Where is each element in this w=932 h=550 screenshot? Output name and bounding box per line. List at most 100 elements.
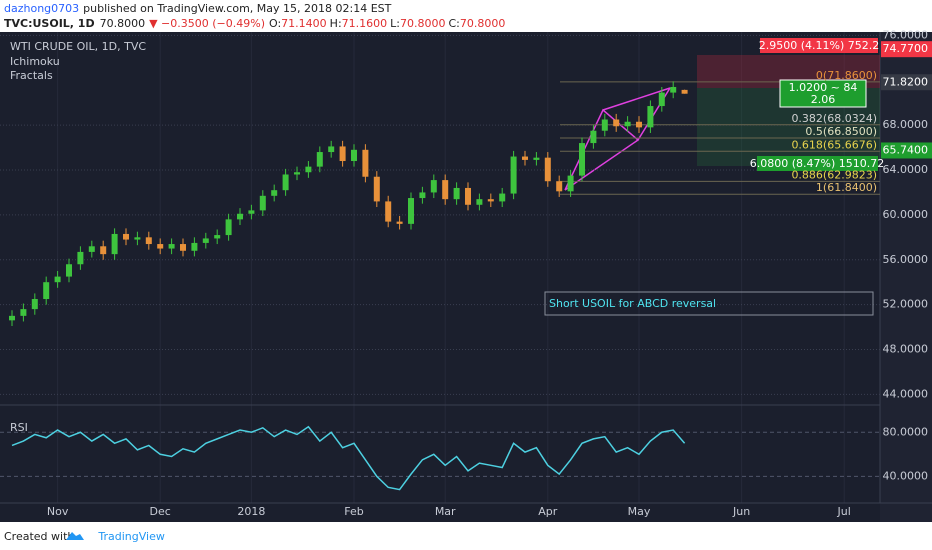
fib-label: 0.5(66.8500): [805, 125, 877, 138]
published: published on TradingView.com, May 15, 20…: [83, 2, 391, 15]
candle-body: [305, 166, 312, 173]
header-bar: [0, 0, 932, 32]
rsi-tick-label: 40.0000: [883, 469, 929, 482]
indicator: Fractals: [10, 69, 53, 82]
rsi-tick-label: 80.0000: [883, 425, 929, 438]
x-tick-label: Nov: [47, 505, 69, 518]
ohlc-c: C:: [449, 17, 460, 30]
y-tick-label: 56.0000: [883, 253, 929, 266]
x-tick-label: Jul: [837, 505, 851, 518]
target-box: [757, 156, 878, 171]
y-tick-label: 52.0000: [883, 298, 929, 311]
price: 70.8000: [100, 17, 146, 30]
x-tick-label: May: [628, 505, 651, 518]
candle-body: [658, 92, 665, 107]
candle-body: [647, 106, 654, 128]
x-tick-label: Jun: [732, 505, 750, 518]
candle-body: [316, 152, 323, 167]
candle-body: [248, 210, 255, 214]
candle-body: [191, 242, 198, 251]
ohlc-l-value: 70.8000: [400, 17, 446, 30]
candle-body: [590, 130, 597, 144]
price-marker-label: 71.8200: [883, 75, 929, 88]
indicator: Ichimoku: [10, 55, 60, 68]
brand[interactable]: TradingView: [97, 530, 164, 543]
candle-body: [134, 237, 141, 240]
candle-body: [670, 86, 677, 93]
price-marker: [881, 74, 932, 91]
price-marker-label: 65.7400: [883, 143, 929, 156]
abcd-line: [602, 87, 671, 111]
candle-body: [31, 299, 38, 310]
y-tick-label: 60.0000: [883, 208, 929, 221]
candle-body: [66, 264, 72, 277]
candle-body: [259, 195, 266, 211]
candle-body: [533, 157, 540, 160]
candle-body: [282, 174, 289, 191]
rsi-title: RSI: [10, 421, 28, 434]
candle-body: [100, 246, 107, 255]
candle-body: [487, 199, 494, 202]
candle-body: [601, 119, 608, 131]
candle-body: [202, 238, 209, 243]
header-line-2: TVC:USOIL, 1D 70.8000 ▼ −0.3500 (−0.49%) O:…: [4, 17, 505, 30]
candle-body: [396, 221, 403, 224]
candle-body: [88, 246, 95, 252]
y-tick-label: 68.0000: [883, 118, 929, 131]
y-tick-label: 48.0000: [883, 343, 929, 356]
fib-label: 0(71.8600): [816, 69, 877, 82]
fib-label: 0.382(68.0324): [791, 112, 877, 125]
fib-label: 0.618(65.6676): [791, 138, 877, 151]
brand-logo: [66, 532, 84, 540]
candle-body: [579, 143, 585, 176]
x-tick-label: Feb: [344, 505, 363, 518]
candle-body: [522, 156, 528, 160]
annotation: Short USOIL for ABCD reversal: [549, 297, 716, 310]
footer-text: Created with TradingView: [4, 530, 165, 543]
candle-body: [77, 251, 84, 265]
candle-body: [351, 149, 357, 162]
candle-body: [180, 244, 186, 251]
candle-body: [111, 233, 118, 255]
candle-body: [123, 233, 129, 240]
ohlc-l: L:: [390, 17, 400, 30]
candle-body: [408, 198, 414, 224]
candle-body: [465, 187, 471, 205]
author[interactable]: dazhong0703: [4, 2, 79, 15]
footer-bar: [0, 522, 932, 550]
y-tick-label: 76.0000: [883, 28, 929, 41]
annotation-box: [544, 291, 874, 316]
candle-body: [54, 276, 61, 283]
fib-label: 1(61.8400): [816, 181, 877, 194]
ratio-label: 1.0200 ~ 84: [789, 81, 858, 94]
candle-body: [442, 180, 449, 200]
x-tick-label: Apr: [538, 505, 558, 518]
candle-body: [271, 190, 278, 196]
stop-box: [760, 38, 878, 53]
ratio-box: [779, 79, 867, 108]
candle-body: [681, 89, 688, 94]
candle-body: [294, 172, 300, 175]
header-line-1: dazhong0703 published on TradingView.com,…: [4, 2, 392, 15]
candle-body: [145, 237, 152, 245]
price-marker-label: 74.7700: [883, 42, 929, 55]
price-axis-bg: [880, 32, 932, 522]
candle-body: [636, 121, 642, 128]
candle-body: [362, 149, 369, 177]
price-marker: [881, 41, 932, 58]
stop-label: 2.9500 (4.11%) 752.2: [759, 39, 880, 52]
ohlc-c-value: 70.8000: [460, 17, 506, 30]
candle-body: [624, 121, 631, 127]
chart-title: WTI CRUDE OIL, 1D, TVC: [10, 40, 146, 53]
candle-body: [168, 244, 175, 249]
price-marker: [881, 142, 932, 159]
candle-body: [20, 309, 27, 316]
candle-body: [43, 282, 50, 300]
candle-body: [214, 235, 221, 239]
x-tick-label: 2018: [237, 505, 265, 518]
ohlc-o: O:: [269, 17, 281, 30]
candle-body: [567, 175, 574, 192]
chart-bg: [0, 32, 932, 522]
